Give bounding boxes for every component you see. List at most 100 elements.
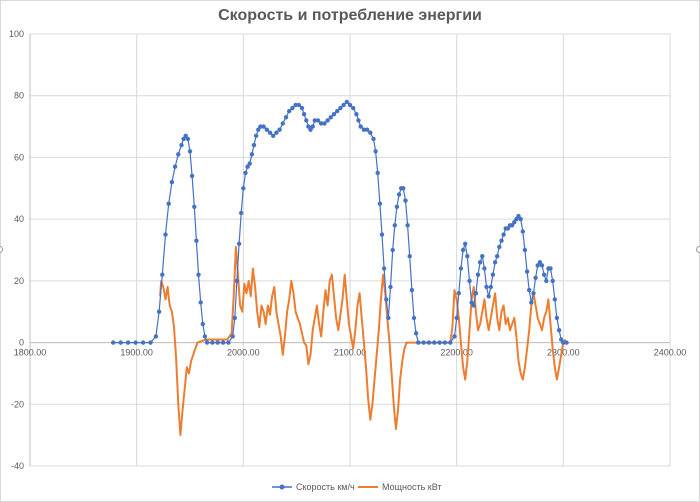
speed-point (315, 118, 321, 123)
series-line-power (159, 245, 567, 437)
speed-point (299, 105, 305, 111)
speed-point (390, 247, 395, 253)
speed-point (194, 238, 199, 243)
speed-point (442, 340, 448, 345)
speed-point (148, 340, 153, 345)
x-tick-label: 2200.00 (440, 348, 473, 358)
speed-point (156, 309, 162, 314)
speed-point (189, 173, 195, 179)
speed-point (426, 340, 432, 345)
speed-point (185, 136, 191, 142)
speed-point (280, 121, 285, 126)
speed-point (160, 272, 165, 277)
speed-point (202, 334, 208, 339)
speed-point (258, 124, 263, 129)
speed-point (111, 340, 116, 345)
speed-point (377, 201, 383, 206)
speed-point (344, 99, 349, 105)
speed-point (290, 105, 295, 111)
speed-point (409, 287, 415, 293)
speed-point (179, 142, 184, 148)
speed-point (358, 124, 363, 129)
resize-handle-right[interactable] (696, 246, 700, 253)
speed-point (492, 260, 498, 265)
speed-point (373, 149, 378, 154)
plot-area (111, 99, 569, 437)
speed-point (183, 133, 188, 138)
speed-point (312, 118, 317, 123)
speed-point (328, 115, 333, 120)
speed-point (187, 149, 193, 154)
speed-point (501, 232, 506, 237)
speed-point (375, 170, 380, 176)
speed-point (381, 266, 387, 271)
speed-point (368, 130, 373, 135)
speed-point (230, 334, 235, 339)
speed-point (364, 127, 370, 132)
speed-point (271, 133, 276, 138)
speed-point (539, 263, 545, 268)
x-tick-label: 2000.00 (227, 348, 260, 358)
speed-point (465, 254, 470, 259)
speed-point (554, 315, 560, 321)
speed-point (274, 130, 279, 135)
speed-point (331, 112, 337, 117)
x-tick-label: 2100.00 (334, 348, 367, 358)
speed-point (301, 112, 307, 117)
speed-point (319, 121, 324, 126)
speed-point (452, 334, 457, 339)
speed-point (552, 297, 557, 302)
speed-point (310, 124, 315, 129)
speed-point (118, 340, 123, 345)
speed-point (388, 284, 393, 290)
speed-point (166, 201, 171, 206)
speed-point (196, 272, 201, 277)
speed-point (361, 127, 367, 132)
speed-point (471, 303, 476, 308)
speed-point (192, 204, 197, 209)
speed-point (261, 124, 266, 129)
speed-point (133, 340, 138, 345)
speed-point (463, 241, 468, 246)
speed-point (322, 121, 327, 126)
speed-point (200, 321, 205, 327)
speed-point (497, 244, 502, 250)
speed-point (550, 278, 555, 284)
speed-point (559, 337, 564, 342)
speed-point (169, 179, 175, 185)
speed-point (341, 102, 346, 108)
speed-point (458, 266, 464, 271)
speed-point (125, 340, 131, 345)
speed-point (308, 127, 313, 132)
speed-point (234, 278, 240, 284)
speed-point (522, 247, 528, 253)
speed-point (509, 223, 515, 228)
speed-point (245, 164, 250, 169)
speed-point (232, 315, 237, 321)
speed-point (548, 266, 553, 271)
x-tick-label: 1900.00 (120, 348, 153, 358)
speed-point (480, 254, 485, 259)
speed-point (421, 340, 426, 345)
speed-point (243, 170, 248, 176)
speed-point (432, 340, 437, 345)
speed-point (251, 142, 257, 148)
speed-point (529, 300, 534, 305)
speed-point (226, 340, 231, 345)
speed-point (401, 186, 406, 191)
speed-point (407, 254, 412, 259)
speed-point (163, 232, 168, 237)
speed-point (384, 297, 389, 302)
speed-point (544, 278, 549, 284)
speed-point (356, 118, 361, 123)
speed-point (386, 315, 391, 321)
speed-point (484, 284, 489, 290)
speed-point (394, 204, 400, 209)
y-tick-label: 20 (14, 276, 24, 286)
speed-point (267, 130, 273, 135)
speed-point (347, 102, 353, 108)
y-tick-label: 60 (14, 152, 24, 162)
speed-point (215, 340, 220, 345)
speed-point (460, 247, 466, 253)
